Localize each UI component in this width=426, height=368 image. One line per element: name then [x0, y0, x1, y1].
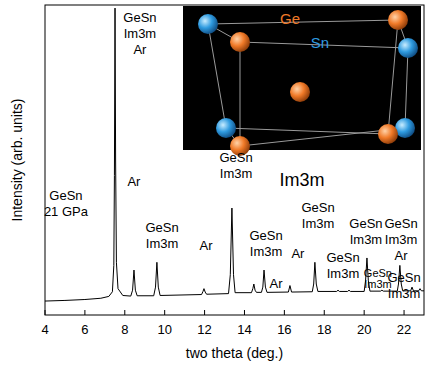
peak-annotation: GeSn — [49, 188, 82, 203]
peak-annotation: Im3m — [385, 232, 418, 247]
peak-annotation: Im3m — [220, 166, 253, 181]
y-axis-label: Intensity (arb. units) — [9, 99, 25, 222]
x-tick — [364, 310, 365, 315]
peak-annotation: Ar — [395, 248, 409, 263]
inset-background — [183, 6, 421, 150]
peak-annotation: Im3m — [350, 232, 383, 247]
inset: Ge Sn — [183, 6, 421, 156]
x-tick-label: 14 — [237, 322, 251, 337]
cube-edge — [405, 48, 408, 128]
peak-annotation: Ar — [199, 238, 213, 253]
inset-label: Ge — [280, 10, 300, 27]
peak-annotation: GeSn — [384, 216, 417, 231]
plot-area — [45, 8, 424, 301]
pattern-line — [45, 8, 424, 301]
peak-annotation: Ar — [127, 174, 141, 189]
x-tick — [204, 310, 205, 315]
ge-atom — [378, 124, 398, 144]
x-tick-label: 4 — [41, 322, 48, 337]
cube-edge — [226, 128, 388, 134]
peak-annotation: GeSn — [249, 228, 282, 243]
peak-annotation: GeSn — [387, 270, 420, 285]
x-tick — [164, 310, 165, 315]
plot-frame — [45, 5, 424, 315]
peak-annotation: GeSn — [219, 150, 252, 165]
x-tick-label: 6 — [81, 322, 88, 337]
x-tick — [84, 310, 85, 315]
peak-annotation: Im3m — [302, 216, 335, 231]
sn-atom — [395, 118, 415, 138]
x-axis-label: two theta (deg.) — [186, 345, 283, 361]
x-tick-label: 20 — [357, 322, 371, 337]
peak-annotation: Im3m — [124, 26, 157, 41]
inset-title: Im3m — [280, 170, 325, 190]
ge-atom — [290, 82, 310, 102]
sn-atom — [398, 38, 418, 58]
peak-annotation: Im3m — [327, 266, 360, 281]
x-tick — [324, 310, 325, 315]
x-tick-label: 8 — [121, 322, 128, 337]
peak-annotation: Im3m — [250, 244, 283, 259]
x-tick-label: 22 — [397, 322, 411, 337]
x-tick — [404, 310, 405, 315]
cube-edge — [240, 42, 241, 146]
peak-annotation: GeSn — [349, 216, 382, 231]
x-tick-label: 10 — [157, 322, 171, 337]
sn-atom — [216, 118, 236, 138]
cube-edge — [388, 20, 398, 134]
peak-annotation: Ar — [291, 246, 305, 261]
sn-atom — [198, 14, 218, 34]
peak-annotation: Im3m — [388, 286, 421, 301]
x-tick — [124, 310, 125, 315]
ge-atom — [388, 10, 408, 30]
x-tick-label: 12 — [197, 322, 211, 337]
peak-annotation: Im3m — [146, 236, 179, 251]
x-tick-label: 18 — [317, 322, 331, 337]
peak-annotation: Ar — [269, 276, 283, 291]
cube-edge — [208, 20, 398, 24]
x-tick-label: 16 — [277, 322, 291, 337]
chart: 46810121416182022GeSnIm3mGeSn21 GPaGeSnI… — [0, 0, 426, 368]
x-tick — [284, 310, 285, 315]
peak-annotation: GeSn — [326, 250, 359, 265]
peak-annotation: GeSn — [145, 220, 178, 235]
peak-annotation: GeSn — [123, 10, 156, 25]
ge-atom — [230, 32, 250, 52]
x-tick — [244, 310, 245, 315]
peak-annotation: Ar — [133, 42, 147, 57]
cube-edge — [208, 24, 226, 128]
peak-annotation: GeSn — [301, 200, 334, 215]
inset-label: Sn — [311, 34, 329, 51]
peak-annotation: 21 GPa — [44, 204, 89, 219]
